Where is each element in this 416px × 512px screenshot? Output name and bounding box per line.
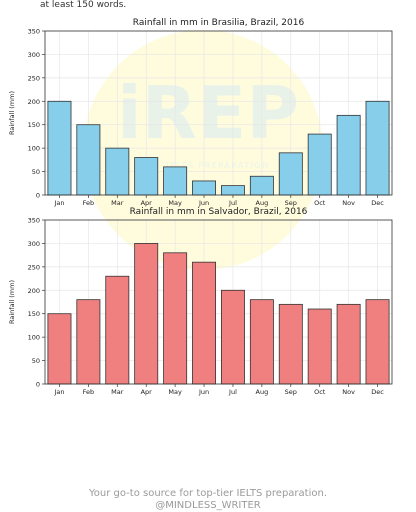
brasilia-ytick-label: 200 <box>28 98 40 106</box>
salvador-xtick-label: Feb <box>83 388 95 396</box>
brasilia-ytick-label: 300 <box>28 51 40 59</box>
brasilia-xtick-label: Oct <box>314 199 326 207</box>
salvador-xtick-label: Mar <box>111 388 124 396</box>
brasilia-ytick-label: 0 <box>36 192 40 200</box>
brasilia-bar-may <box>163 166 188 196</box>
salvador-xtick-label: May <box>168 388 182 396</box>
salvador-ytick-label: 0 <box>36 381 40 389</box>
watermark-subtext: IELTS PREPARATION <box>166 161 270 170</box>
brasilia-xtick-label: Aug <box>256 199 269 207</box>
brasilia-bar-oct <box>307 133 332 196</box>
salvador-xtick-label: Sep <box>285 388 297 396</box>
footer-tagline: Your go-to source for top-tier IELTS pre… <box>89 488 327 499</box>
brasilia-bar-jul <box>220 185 245 196</box>
salvador-ylabel: Rainfall (mm) <box>8 280 16 324</box>
salvador-bar-oct <box>307 308 332 385</box>
header-text: at least 150 words. <box>40 0 127 10</box>
salvador-xtick-label: Nov <box>342 388 355 396</box>
salvador-bar-mar <box>105 275 130 385</box>
salvador-bar-may <box>163 252 188 385</box>
brasilia-bar-jun <box>192 180 217 196</box>
salvador-xtick-label: Oct <box>314 388 326 396</box>
brasilia-xtick-label: Apr <box>141 199 153 207</box>
salvador-ytick-label: 50 <box>32 357 40 365</box>
brasilia-ytick-label: 250 <box>28 74 40 82</box>
salvador-ytick-label: 150 <box>28 310 40 318</box>
brasilia-ytick-label: 150 <box>28 121 40 129</box>
salvador-bar-feb <box>76 299 101 385</box>
salvador-bar-apr <box>134 243 159 385</box>
brasilia-xtick-label: Mar <box>111 199 124 207</box>
brasilia-bar-sep <box>278 152 303 196</box>
brasilia-bar-mar <box>105 147 130 196</box>
brasilia-xtick-label: Jan <box>53 199 64 207</box>
brasilia-bar-aug <box>249 175 274 196</box>
brasilia-xtick-label: Sep <box>285 199 297 207</box>
salvador-ytick-label: 100 <box>28 334 40 342</box>
brasilia-xtick-label: Jul <box>228 199 237 207</box>
salvador-bar-jan <box>47 313 72 385</box>
brasilia-chart: 0 50 100 150 200 250 300 350 Jan Feb Mar Apr May Jun J… <box>8 18 393 207</box>
brasilia-ytick-label: 350 <box>28 28 40 36</box>
salvador-bar-dec <box>365 299 390 385</box>
salvador-xtick-label: Apr <box>141 388 153 396</box>
brasilia-bar-nov <box>336 114 361 196</box>
salvador-xtick-label: Aug <box>256 388 269 396</box>
brasilia-ytick-label: 50 <box>32 168 40 176</box>
salvador-bar-sep <box>278 303 303 385</box>
brasilia-xtick-label: Dec <box>371 199 384 207</box>
salvador-bar-jul <box>220 289 245 385</box>
salvador-bar-nov <box>336 303 361 385</box>
brasilia-chart-title: Rainfall in mm in Brasilia, Brazil, 2016 <box>133 18 305 28</box>
salvador-ytick-label: 350 <box>28 217 40 225</box>
brasilia-xtick-label: Jun <box>198 199 209 207</box>
brasilia-xtick-label: Nov <box>342 199 355 207</box>
footer-handle: @MINDLESS_WRITER <box>155 500 261 511</box>
salvador-bar-aug <box>249 299 274 385</box>
brasilia-xtick-label: May <box>168 199 182 207</box>
salvador-xtick-label: Jun <box>198 388 209 396</box>
brasilia-plot-frame <box>44 30 393 196</box>
watermark-text: iREP <box>117 71 299 155</box>
salvador-ytick-label: 200 <box>28 287 40 295</box>
brasilia-ylabel: Rainfall (mm) <box>8 91 16 135</box>
salvador-chart-title: Rainfall in mm in Salvador, Brazil, 2016 <box>130 207 308 217</box>
salvador-xtick-label: Jan <box>53 388 64 396</box>
salvador-plot-frame <box>44 219 393 385</box>
salvador-xtick-label: Dec <box>371 388 384 396</box>
salvador-xtick-label: Jul <box>228 388 237 396</box>
salvador-ytick-label: 250 <box>28 263 40 271</box>
brasilia-ytick-label: 100 <box>28 145 40 153</box>
salvador-chart: 0 50 100 150 200 250 300 350 Jan Feb Mar Apr May Jun J… <box>8 207 393 396</box>
brasilia-bar-feb <box>76 124 101 196</box>
salvador-ytick-label: 300 <box>28 240 40 248</box>
brasilia-xtick-label: Feb <box>83 199 95 207</box>
brasilia-bar-apr <box>134 157 159 196</box>
brasilia-bar-dec <box>365 100 390 196</box>
brasilia-bar-jan <box>47 100 72 196</box>
salvador-bar-jun <box>192 261 217 385</box>
